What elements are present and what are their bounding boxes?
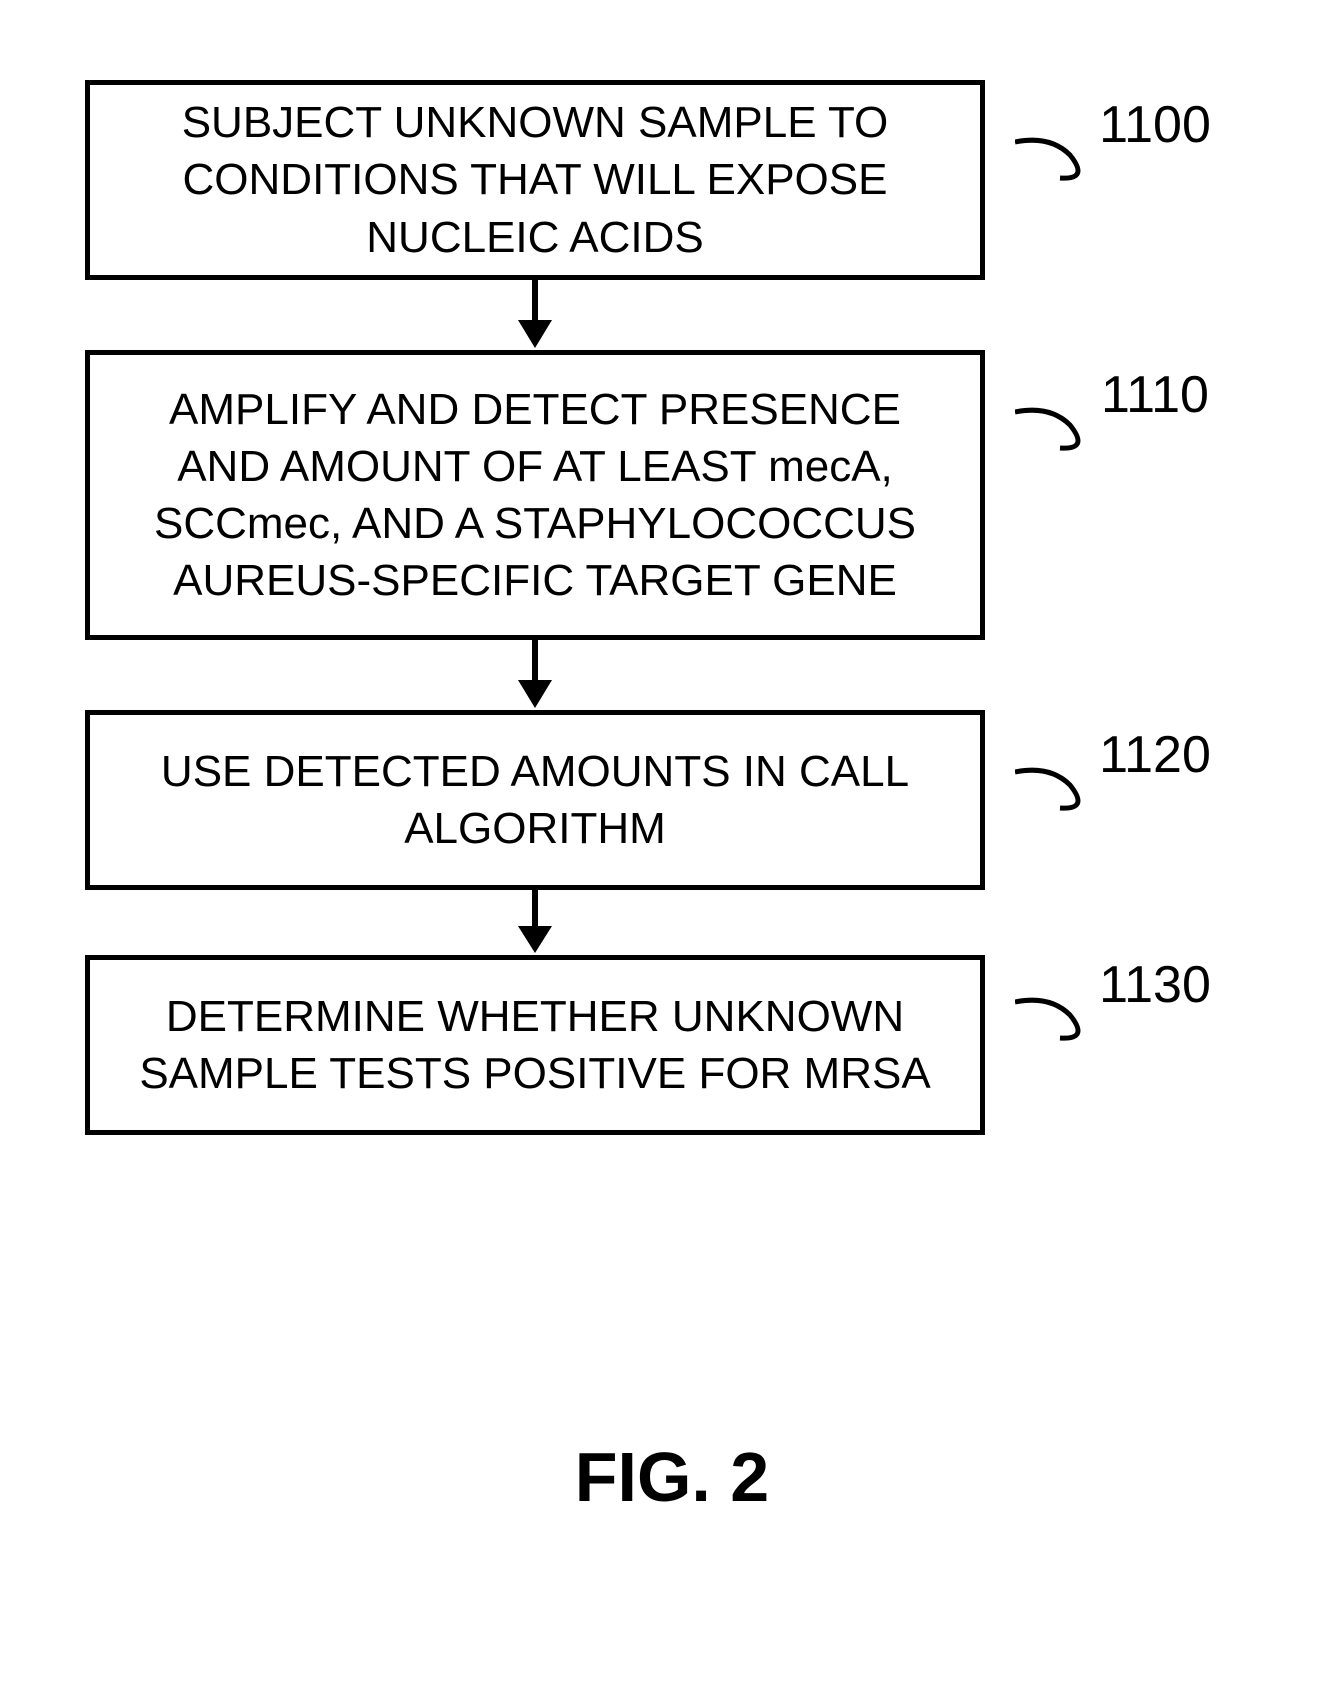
arrow-down-icon bbox=[510, 890, 560, 955]
ref-connector-1100-icon bbox=[1015, 130, 1105, 185]
arrow-1120-1130 bbox=[85, 890, 985, 955]
ref-connector-1120-icon bbox=[1015, 760, 1105, 815]
ref-connector-1110-icon bbox=[1015, 400, 1105, 455]
flow-box-text: AMPLIFY AND DETECT PRESENCE AND AMOUNT O… bbox=[130, 381, 940, 610]
flow-box-1120: USE DETECTED AMOUNTS IN CALL ALGORITHM bbox=[85, 710, 985, 890]
arrow-1100-1110 bbox=[85, 280, 985, 350]
flow-box-1130: DETERMINE WHETHER UNKNOWN SAMPLE TESTS P… bbox=[85, 955, 985, 1135]
flow-row-1130: DETERMINE WHETHER UNKNOWN SAMPLE TESTS P… bbox=[85, 955, 1255, 1135]
arrow-down-icon bbox=[510, 640, 560, 710]
flow-row-1120: USE DETECTED AMOUNTS IN CALL ALGORITHM 1… bbox=[85, 710, 1255, 890]
flow-box-1110: AMPLIFY AND DETECT PRESENCE AND AMOUNT O… bbox=[85, 350, 985, 640]
figure-caption: FIG. 2 bbox=[0, 1437, 1344, 1517]
arrow-down-icon bbox=[510, 280, 560, 350]
ref-connector-1130-icon bbox=[1015, 990, 1105, 1045]
arrow-1110-1120 bbox=[85, 640, 985, 710]
flow-box-text: DETERMINE WHETHER UNKNOWN SAMPLE TESTS P… bbox=[130, 988, 940, 1102]
flow-box-1100: SUBJECT UNKNOWN SAMPLE TO CONDITIONS THA… bbox=[85, 80, 985, 280]
flow-row-1110: AMPLIFY AND DETECT PRESENCE AND AMOUNT O… bbox=[85, 350, 1255, 640]
flow-box-text: USE DETECTED AMOUNTS IN CALL ALGORITHM bbox=[130, 743, 940, 857]
flow-box-text: SUBJECT UNKNOWN SAMPLE TO CONDITIONS THA… bbox=[130, 94, 940, 266]
flow-row-1100: SUBJECT UNKNOWN SAMPLE TO CONDITIONS THA… bbox=[85, 80, 1255, 280]
flowchart-container: SUBJECT UNKNOWN SAMPLE TO CONDITIONS THA… bbox=[85, 80, 1255, 1135]
